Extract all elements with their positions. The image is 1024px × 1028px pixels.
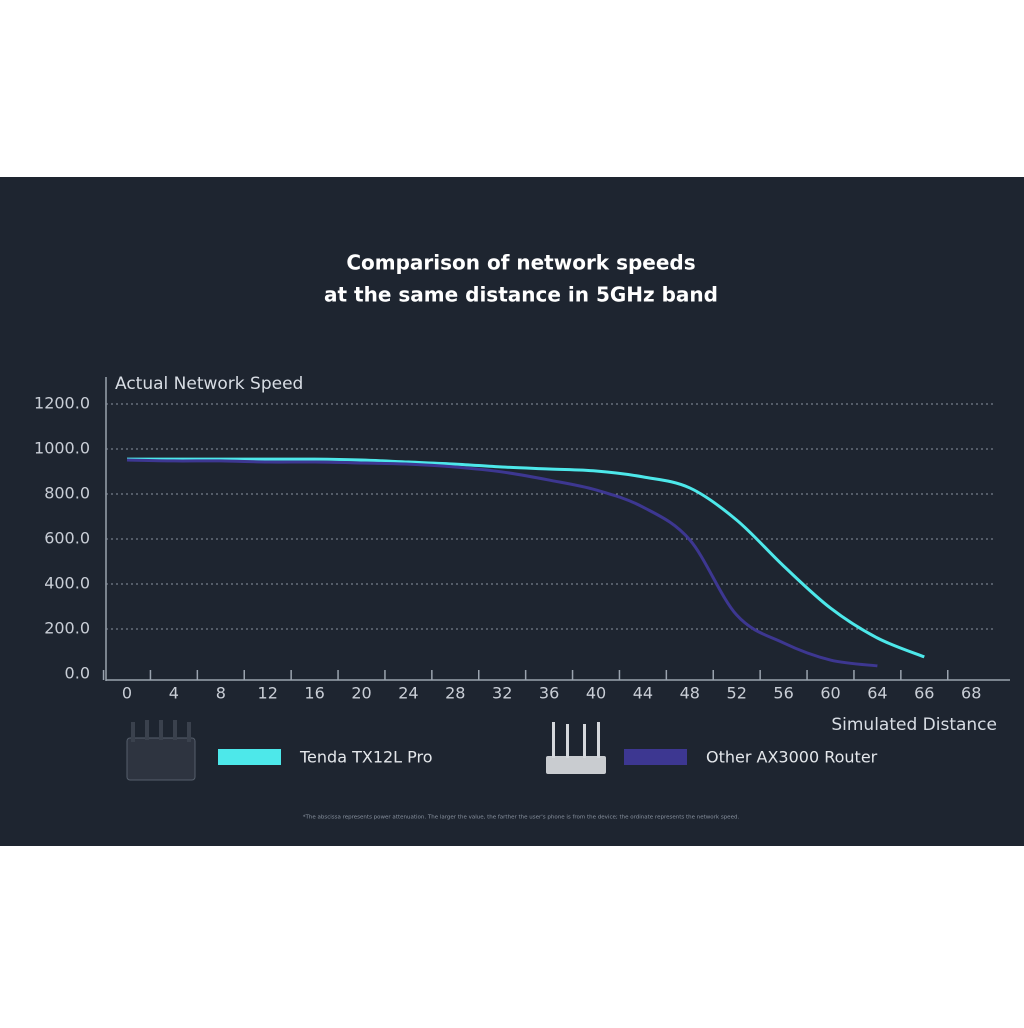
x-tick-label: 32 [492,684,512,703]
x-tick-label: 68 [961,684,981,703]
series-line [127,457,925,659]
y-tick-label: 200.0 [44,619,90,638]
legend-label: Tenda TX12L Pro [299,748,433,767]
router-icon-tenda [126,720,196,781]
x-tick-label: 16 [304,684,324,703]
x-tick-label: 8 [216,684,226,703]
x-tick-label: 60 [820,684,840,703]
x-tick-label: 0 [122,684,132,703]
x-tick-label: 12 [258,684,278,703]
x-tick-label: 44 [633,684,653,703]
x-tick-label: 20 [351,684,371,703]
x-tick-label: 28 [445,684,465,703]
x-tick-label: 4 [169,684,179,703]
x-tick-label: 66 [914,684,934,703]
chart-subtitle: at the same distance in 5GHz band [324,283,718,307]
x-tick-label: 52 [727,684,747,703]
y-tick-label: 1000.0 [34,439,90,458]
legend-swatch [624,749,687,765]
y-tick-label: 400.0 [44,574,90,593]
chart-title: Comparison of network speeds [346,251,695,275]
router-icon-other [546,722,606,774]
y-tick-label: 1200.0 [34,394,90,413]
panel [0,177,1024,846]
x-tick-label: 36 [539,684,559,703]
x-tick-label: 48 [680,684,700,703]
x-axis-label: Simulated Distance [831,715,997,735]
legend-swatch [218,749,281,765]
x-tick-label: 40 [586,684,606,703]
series-line [126,458,878,668]
footnote: *The abscissa represents power attenuati… [303,815,740,821]
x-tick-label: 24 [398,684,418,703]
x-tick-label: 64 [867,684,887,703]
y-tick-label: 0.0 [65,664,90,683]
x-tick-label: 56 [773,684,793,703]
y-axis-label: Actual Network Speed [115,374,303,394]
y-tick-label: 600.0 [44,529,90,548]
legend-label: Other AX3000 Router [706,748,878,767]
y-tick-label: 800.0 [44,484,90,503]
